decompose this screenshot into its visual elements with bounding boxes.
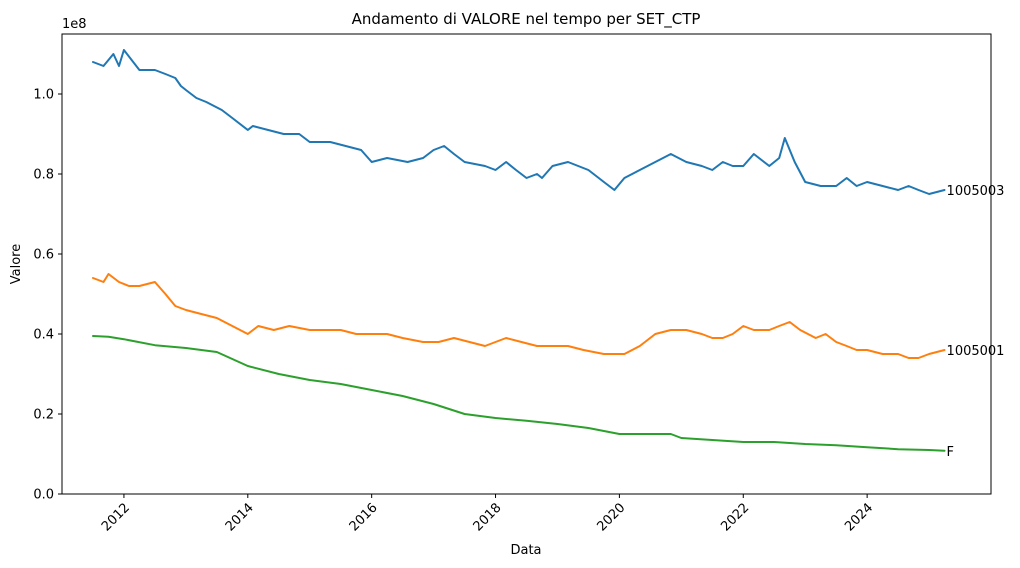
series-line-1005001	[92, 273, 946, 359]
series-line-F	[92, 335, 946, 452]
series-end-labels: 1005003 1005001 F	[947, 184, 1005, 460]
series-line-1005003	[92, 49, 946, 195]
y-tick-label: 0.4	[33, 328, 54, 343]
chart-title: Andamento di VALORE nel tempo per SET_CT…	[352, 10, 701, 29]
y-tick-label: 0.8	[33, 168, 54, 183]
y-tick-label: 0.2	[33, 408, 54, 423]
series-end-label: 1005003	[947, 184, 1005, 199]
plot-frame	[61, 33, 992, 495]
y-axis-title: Valore	[9, 244, 24, 284]
series-end-label: 1005001	[947, 344, 1005, 359]
y-axis: 0.0 0.2 0.4 0.6 0.8 1.0	[33, 88, 62, 503]
x-axis-title: Data	[510, 543, 541, 558]
y-tick-label: 1.0	[33, 88, 54, 103]
plot-area	[92, 49, 946, 452]
y-offset-label: 1e8	[62, 17, 87, 32]
y-tick-label: 0.6	[33, 248, 54, 263]
y-tick-label: 0.0	[33, 488, 54, 503]
series-end-label: F	[947, 445, 954, 460]
